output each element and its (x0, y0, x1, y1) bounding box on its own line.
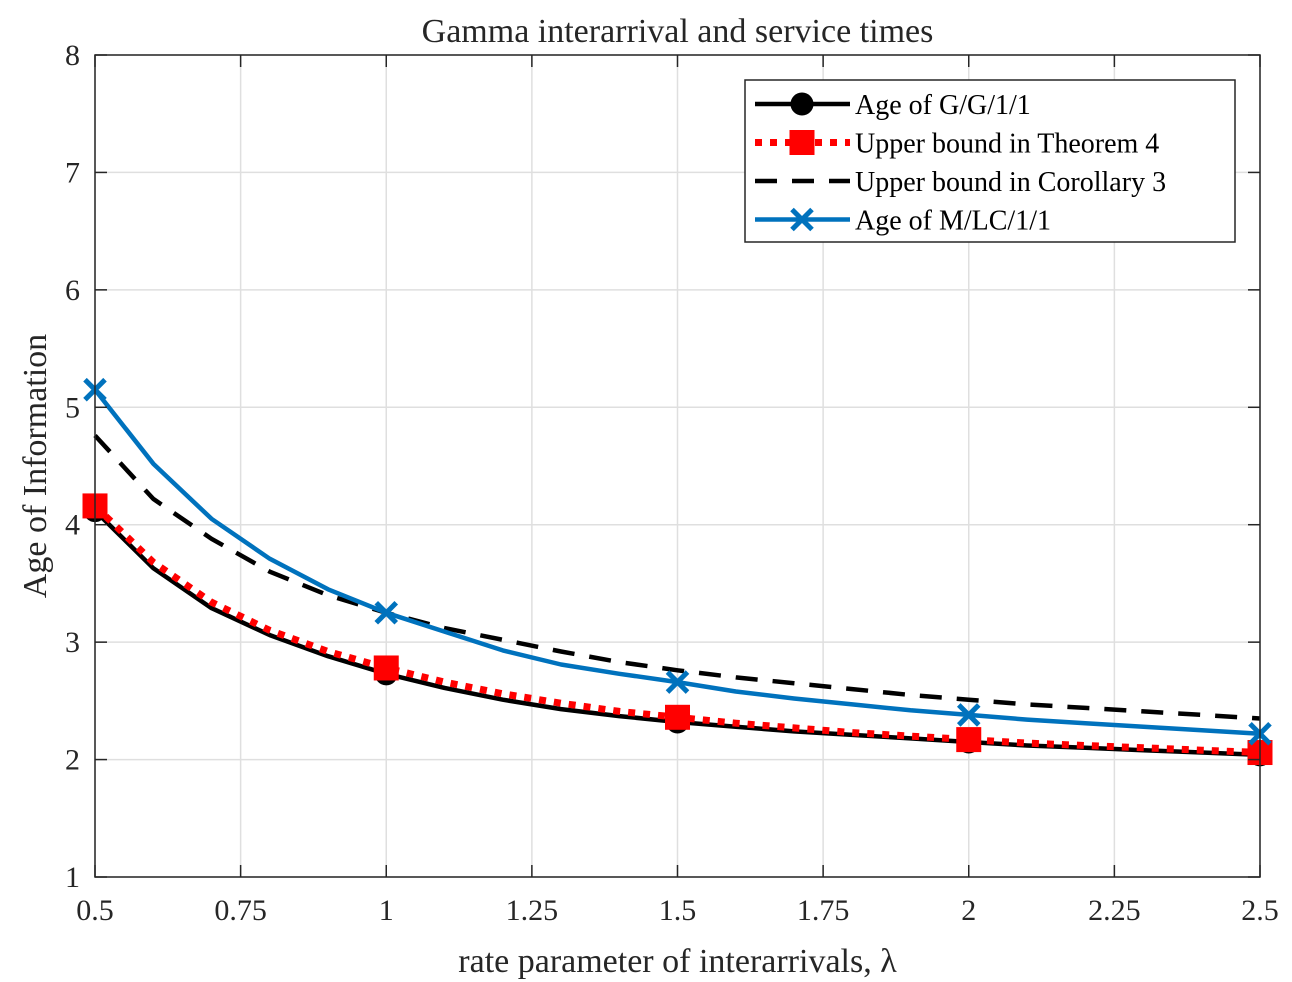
x-tick-label: 1 (379, 894, 394, 927)
y-axis-label: Age of Information (17, 334, 54, 598)
y-tick-label: 8 (65, 39, 80, 72)
y-tick-label: 6 (65, 274, 80, 307)
x-axis-label: rate parameter of interarrivals, λ (458, 943, 897, 980)
data-point (373, 655, 399, 681)
legend-marker (790, 207, 814, 232)
y-tick-label: 1 (65, 861, 80, 894)
data-point (665, 704, 690, 730)
legend: Age of G/G/1/1 Upper bound in Theorem 4 Up… (744, 79, 1236, 243)
x-tick-label: 0.75 (214, 894, 267, 927)
series-line (93, 433, 1261, 721)
y-tick-label: 3 (65, 626, 80, 659)
legend-label: Upper bound in Theorem 4 (855, 129, 1159, 160)
x-tick-label: 1.75 (797, 894, 850, 927)
legend-marker (790, 92, 814, 116)
data-point (956, 703, 981, 727)
x-tick-label: 2.25 (1088, 894, 1141, 927)
x-tick-label: 2.5 (1241, 894, 1279, 927)
x-tick-label: 0.5 (76, 894, 114, 927)
y-tick-label: 5 (65, 391, 80, 424)
axis-ticks: 0.5 0.75 1 1.25 1.5 1.75 2 2.25 2.5 1 2 3 4 5 6 7 8 (65, 39, 1279, 927)
legend-label: Age of G/G/1/1 (855, 90, 1031, 121)
legend-label: Upper bound in Corollary 3 (855, 167, 1166, 198)
data-point (665, 670, 690, 694)
x-tick-label: 2 (961, 894, 976, 927)
x-tick-label: 1.5 (659, 894, 697, 927)
y-tick-label: 7 (65, 156, 80, 189)
y-tick-label: 4 (65, 509, 80, 542)
legend-marker (789, 130, 815, 155)
chart-title: Gamma interarrival and service times (422, 13, 934, 50)
data-point (374, 601, 399, 625)
series-group (93, 433, 1261, 721)
x-tick-label: 1.25 (506, 894, 559, 927)
legend-box (744, 79, 1236, 243)
data-point (956, 727, 982, 753)
y-tick-label: 2 (65, 744, 80, 777)
legend-label: Age of M/LC/1/1 (855, 206, 1051, 237)
